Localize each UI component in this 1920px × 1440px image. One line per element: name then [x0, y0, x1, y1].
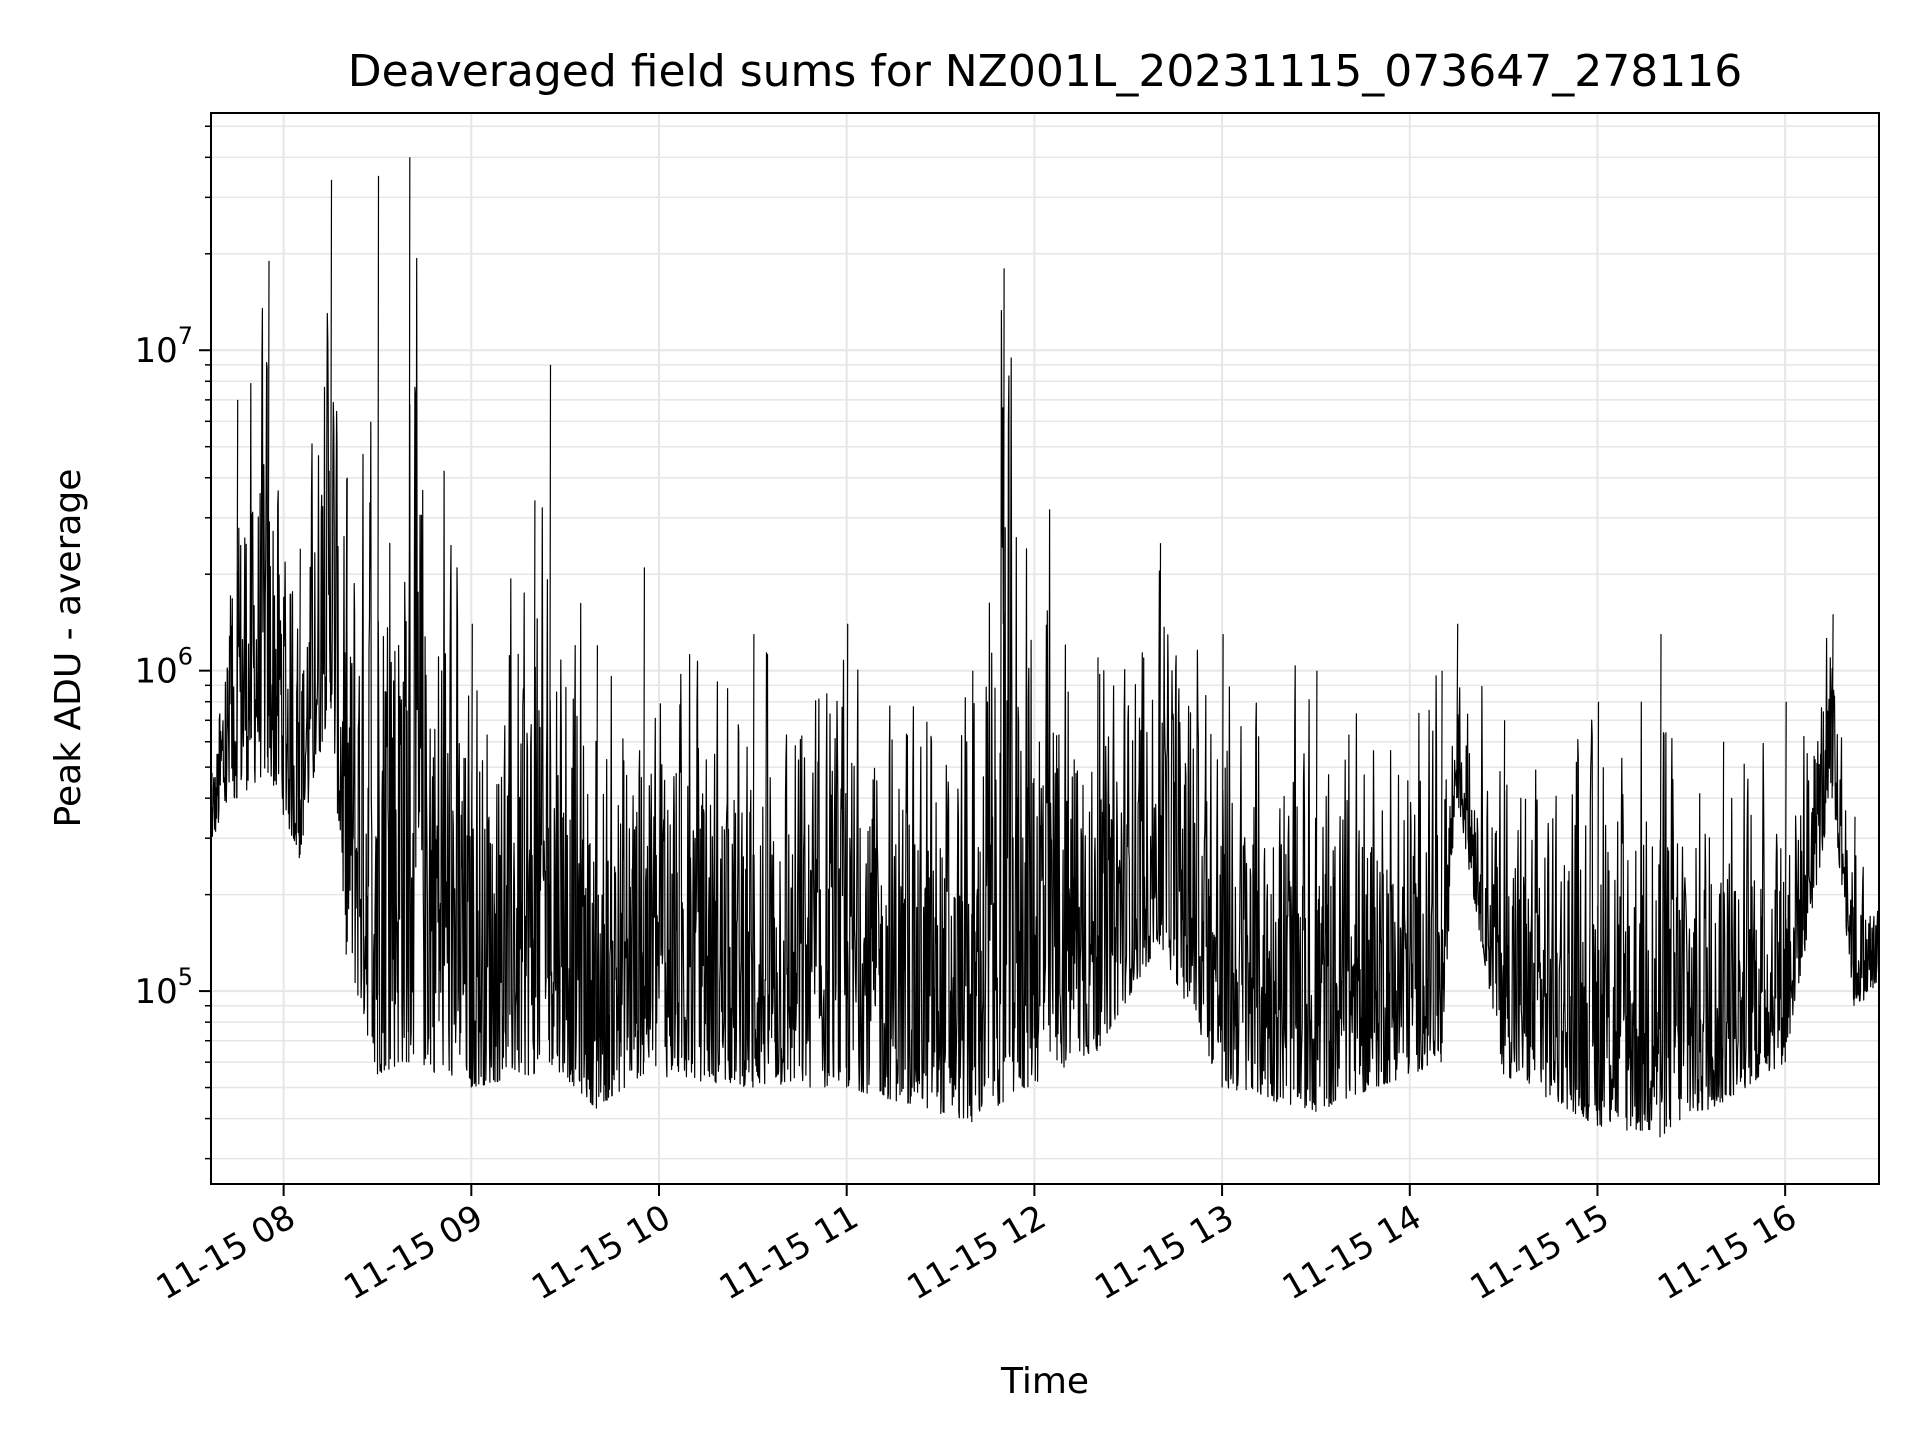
y-axis: 105 106 107	[134, 125, 211, 1160]
y-tick-label: 105	[134, 963, 193, 1012]
series-line	[211, 157, 1879, 1138]
x-axis-label: Time	[1000, 1361, 1089, 1402]
y-tick-label: 106	[134, 643, 193, 692]
y-axis-label: Peak ADU - average	[48, 469, 89, 828]
y-tick-label: 107	[134, 322, 193, 371]
series-layer	[211, 157, 1879, 1138]
plot-frame	[210, 112, 1880, 1185]
chart-title: Deaveraged field sums for NZ001L_2023111…	[348, 46, 1742, 97]
